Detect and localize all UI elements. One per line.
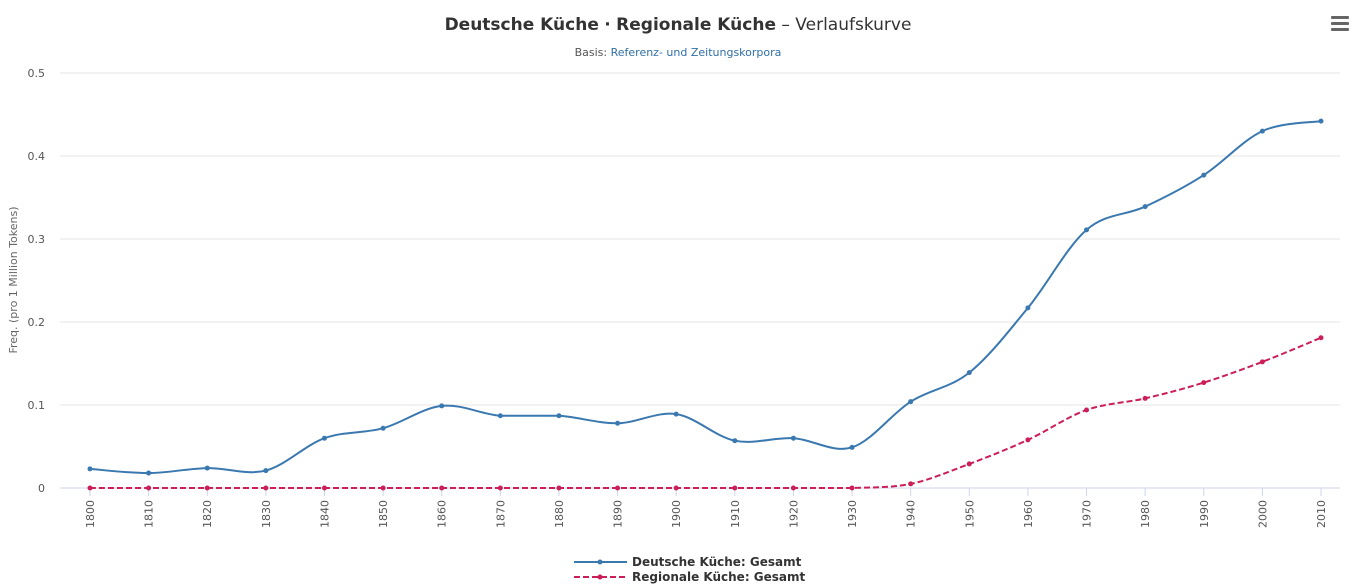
data-point[interactable] — [849, 485, 855, 491]
x-tick-label: 1830 — [260, 500, 273, 528]
data-point[interactable] — [1025, 437, 1031, 443]
x-tick-label: 1840 — [318, 500, 331, 528]
data-point[interactable] — [673, 411, 679, 417]
data-point[interactable] — [790, 485, 796, 491]
series-line — [90, 336, 1322, 489]
x-tick-label: 2010 — [1315, 500, 1328, 528]
x-tick-label: 1920 — [787, 500, 800, 528]
x-tick-label: 1930 — [846, 500, 859, 528]
x-tick-label: 1980 — [1139, 500, 1152, 528]
data-point[interactable] — [1142, 204, 1148, 210]
data-point[interactable] — [380, 485, 386, 491]
subtitle-link[interactable]: Referenz- und Zeitungskorpora — [611, 46, 782, 59]
x-tick-label: 1900 — [670, 500, 683, 528]
data-point[interactable] — [673, 485, 679, 491]
data-point[interactable] — [908, 399, 914, 405]
x-tick-label: 1850 — [377, 500, 390, 528]
data-point[interactable] — [146, 485, 152, 491]
data-point[interactable] — [1084, 407, 1090, 413]
data-point[interactable] — [908, 481, 914, 487]
x-tick-label: 1970 — [1081, 500, 1094, 528]
data-point[interactable] — [87, 485, 93, 491]
data-point[interactable] — [1318, 335, 1324, 341]
data-point[interactable] — [1201, 172, 1207, 178]
data-point[interactable] — [321, 435, 327, 441]
legend-marker — [597, 574, 603, 580]
hamburger-menu-icon[interactable] — [1331, 16, 1349, 34]
x-tick-label: 1890 — [612, 500, 625, 528]
data-point[interactable] — [263, 468, 269, 474]
x-tick-label: 1820 — [201, 500, 214, 528]
x-tick-label: 1990 — [1198, 500, 1211, 528]
data-point[interactable] — [556, 413, 562, 419]
data-point[interactable] — [263, 485, 269, 491]
y-tick-label: 0 — [38, 482, 45, 495]
series-line — [89, 120, 1322, 475]
y-axis-label: Freq. (pro 1 Million Tokens) — [7, 206, 20, 353]
x-tick-label: 1960 — [1022, 500, 1035, 528]
data-point[interactable] — [966, 370, 972, 376]
x-tick-label: 1880 — [553, 500, 566, 528]
data-point[interactable] — [615, 485, 621, 491]
data-point[interactable] — [1318, 118, 1324, 124]
data-point[interactable] — [1201, 380, 1207, 386]
data-point[interactable] — [146, 470, 152, 476]
y-tick-label: 0.1 — [28, 399, 46, 412]
data-point[interactable] — [204, 465, 210, 471]
x-tick-label: 1870 — [494, 500, 507, 528]
chart-title: Deutsche Küche · Regionale Küche – Verla… — [445, 15, 912, 35]
data-point[interactable] — [790, 435, 796, 441]
chart-subtitle: Basis: Referenz- und Zeitungskorpora — [575, 46, 782, 59]
x-tick-label: 1810 — [143, 500, 156, 528]
x-tick-label: 1860 — [436, 500, 449, 528]
legend-item[interactable]: Regionale Küche: Gesamt — [632, 570, 806, 584]
data-point[interactable] — [321, 485, 327, 491]
legend-marker — [597, 559, 603, 565]
y-tick-label: 0.5 — [28, 67, 46, 80]
data-point[interactable] — [849, 444, 855, 450]
data-point[interactable] — [732, 485, 738, 491]
data-point[interactable] — [87, 466, 93, 472]
x-tick-label: 1940 — [905, 500, 918, 528]
data-point[interactable] — [1025, 305, 1031, 311]
data-point[interactable] — [497, 413, 503, 419]
data-point[interactable] — [615, 420, 621, 426]
data-point[interactable] — [1084, 227, 1090, 233]
y-tick-label: 0.3 — [28, 233, 46, 246]
data-point[interactable] — [439, 403, 445, 409]
x-tick-label: 1950 — [963, 500, 976, 528]
data-point[interactable] — [732, 438, 738, 444]
data-point[interactable] — [497, 485, 503, 491]
data-point[interactable] — [380, 425, 386, 431]
y-tick-label: 0.4 — [28, 150, 46, 163]
legend-item[interactable]: Deutsche Küche: Gesamt — [632, 555, 802, 569]
x-tick-label: 2000 — [1256, 500, 1269, 528]
data-point[interactable] — [204, 485, 210, 491]
data-point[interactable] — [1259, 359, 1265, 365]
data-point[interactable] — [966, 461, 972, 467]
data-point[interactable] — [1259, 128, 1265, 134]
data-point[interactable] — [1142, 395, 1148, 401]
data-point[interactable] — [556, 485, 562, 491]
data-point[interactable] — [439, 485, 445, 491]
x-tick-label: 1800 — [84, 500, 97, 528]
y-tick-label: 0.2 — [28, 316, 46, 329]
x-tick-label: 1910 — [729, 500, 742, 528]
